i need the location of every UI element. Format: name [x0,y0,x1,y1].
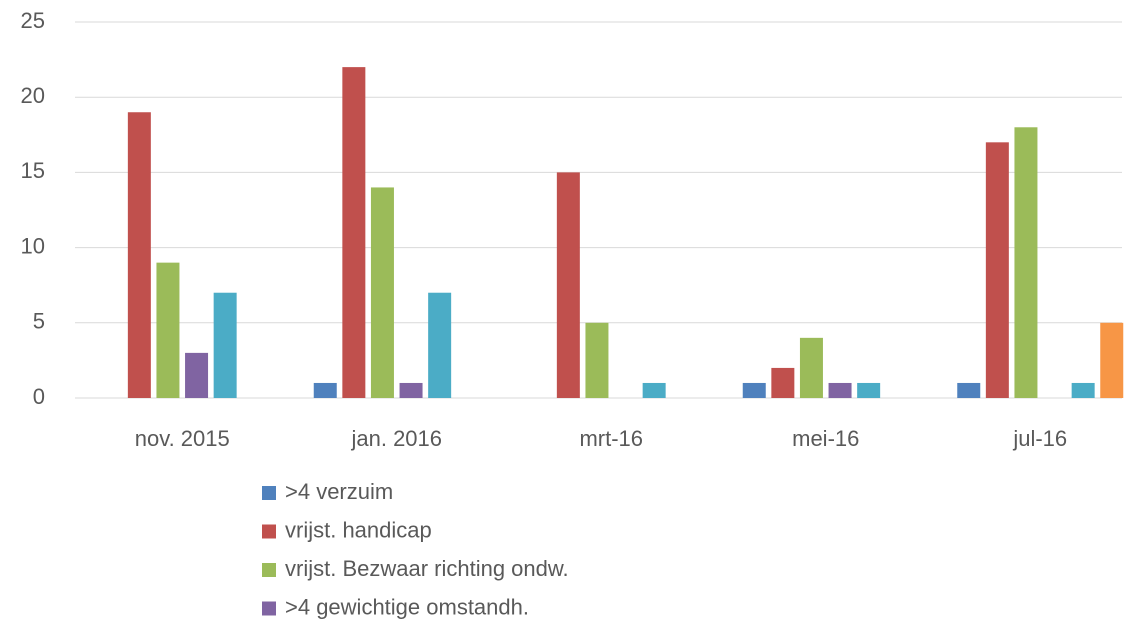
y-tick-label: 5 [33,309,45,334]
x-tick-label: jan. 2016 [350,426,442,451]
bar [742,382,766,398]
legend-label: >4 verzuim [285,479,393,504]
x-tick-label: mei-16 [792,426,859,451]
bar [156,262,180,398]
bar [342,67,366,399]
bar [185,352,209,398]
bar [313,382,337,398]
bar [957,382,981,398]
bar [127,112,151,399]
bar [799,337,823,398]
bar [828,382,852,398]
y-tick-label: 20 [21,83,45,108]
bar [370,187,394,398]
y-tick-label: 25 [21,8,45,33]
bar [399,382,423,398]
y-tick-label: 10 [21,233,45,258]
x-tick-label: jul-16 [1012,426,1067,451]
x-tick-label: nov. 2015 [135,426,230,451]
y-tick-label: 0 [33,384,45,409]
bar [1014,127,1038,398]
bar [857,382,881,398]
legend-swatch [262,486,276,500]
bar [771,367,795,398]
bar [1100,322,1124,398]
bar [1071,382,1095,398]
legend-swatch [262,524,276,539]
bar [585,322,609,398]
legend-label: vrijst. Bezwaar richting ondw. [285,556,569,581]
bar [213,292,237,398]
legend-label: >4 gewichtige omstandh. [285,594,529,619]
legend-swatch [262,563,276,577]
bar [556,172,580,398]
legend-label: vrijst. handicap [285,517,432,542]
legend-swatch [262,601,276,616]
x-tick-label: mrt-16 [579,426,643,451]
bar [642,382,666,398]
y-tick-label: 15 [21,158,45,183]
bar [985,142,1009,398]
bar [428,292,452,398]
